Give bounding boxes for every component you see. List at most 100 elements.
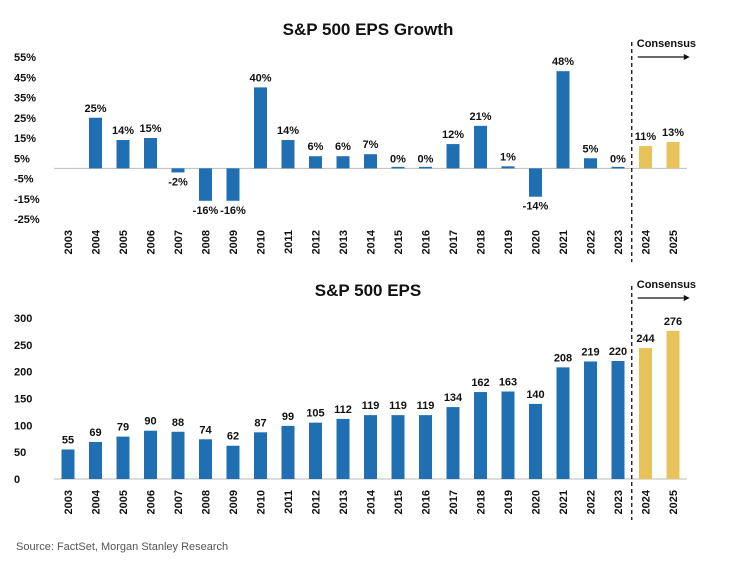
- bar: [391, 166, 405, 169]
- chart-title-growth: S&P 500 EPS Growth: [283, 20, 454, 39]
- data-label: 13%: [662, 127, 684, 139]
- bar: [639, 348, 652, 479]
- data-label: 14%: [277, 125, 299, 137]
- x-tick-label: 2006: [146, 490, 158, 514]
- data-label: 0%: [610, 153, 626, 165]
- x-tick-label: 2008: [201, 230, 213, 254]
- data-label: 11%: [635, 131, 657, 143]
- x-tick-label: 2019: [503, 490, 515, 514]
- data-label: 134: [444, 392, 463, 404]
- data-label: 79: [117, 422, 129, 434]
- bar: [336, 418, 350, 479]
- data-label: 163: [499, 377, 517, 389]
- data-label: -2%: [168, 176, 188, 188]
- consensus-label: Consensus: [637, 38, 696, 50]
- data-label: 0%: [390, 153, 406, 165]
- data-label: 99: [282, 411, 294, 423]
- x-tick-label: 2009: [228, 490, 240, 514]
- x-tick-label: 2022: [586, 490, 598, 514]
- x-tick-label: 2014: [366, 229, 378, 254]
- y-tick-label: 50: [14, 447, 26, 459]
- bar: [171, 168, 185, 173]
- x-tick-label: 2014: [366, 489, 378, 514]
- y-tick-label: 0: [14, 474, 20, 486]
- bar: [474, 392, 487, 479]
- data-label: 105: [306, 408, 324, 420]
- x-tick-label: 2013: [338, 230, 350, 254]
- data-label: 12%: [442, 129, 464, 141]
- bar: [144, 138, 157, 169]
- x-tick-label: 2013: [338, 490, 350, 514]
- bar: [254, 87, 267, 169]
- x-tick-label: 2018: [476, 230, 488, 254]
- bar: [199, 168, 212, 201]
- data-label: 162: [471, 377, 489, 389]
- x-tick-label: 2025: [668, 490, 680, 514]
- x-tick-label: 2021: [558, 230, 570, 254]
- data-label: 69: [89, 427, 101, 439]
- y-tick-label: 5%: [14, 153, 30, 165]
- bar: [419, 415, 432, 479]
- bar: [666, 330, 680, 479]
- y-tick-label: 300: [14, 313, 32, 325]
- bar: [391, 415, 405, 479]
- data-label: 119: [389, 400, 407, 412]
- bar: [61, 449, 75, 479]
- data-label: 90: [144, 416, 156, 428]
- y-tick-label: 45%: [14, 72, 36, 84]
- data-label: 14%: [112, 125, 134, 137]
- data-label: 220: [609, 346, 627, 358]
- x-tick-label: 2003: [63, 230, 75, 254]
- y-tick-label: 150: [14, 394, 32, 406]
- data-label: 40%: [249, 72, 271, 84]
- bar: [336, 156, 350, 169]
- bar: [309, 422, 322, 479]
- data-label: 5%: [583, 143, 599, 155]
- data-label: 219: [581, 346, 599, 358]
- data-label: 15%: [139, 123, 161, 135]
- x-tick-label: 2016: [421, 490, 433, 514]
- data-label: 112: [334, 404, 352, 416]
- x-tick-label: 2015: [393, 230, 405, 254]
- x-tick-label: 2011: [283, 490, 295, 514]
- y-tick-label: -25%: [14, 214, 40, 226]
- consensus-label: Consensus: [637, 279, 696, 291]
- bar: [309, 156, 322, 169]
- bar: [501, 391, 515, 479]
- bar: [529, 403, 542, 479]
- bar: [89, 441, 102, 479]
- data-label: 0%: [418, 153, 434, 165]
- consensus-arrow-head: [683, 295, 690, 301]
- data-label: 6%: [308, 141, 324, 153]
- eps-level-chart: 300 250 200 150 100 50 0 55 2003 69 2004 79 2005 90 20…: [14, 279, 696, 520]
- data-label: 21%: [469, 111, 491, 123]
- data-label: 276: [664, 316, 682, 328]
- x-tick-label: 2007: [173, 490, 185, 514]
- bar: [281, 425, 295, 479]
- bar: [501, 166, 515, 169]
- x-tick-label: 2012: [311, 230, 323, 254]
- x-tick-label: 2008: [201, 490, 213, 514]
- y-tick-label: 200: [14, 367, 32, 379]
- data-label: -16%: [220, 205, 246, 217]
- bar: [226, 168, 240, 201]
- x-tick-label: 2003: [63, 490, 75, 514]
- data-label: 208: [554, 352, 572, 364]
- x-tick-label: 2015: [393, 490, 405, 514]
- bar: [89, 117, 102, 169]
- bar: [639, 146, 652, 169]
- y-tick-label: 15%: [14, 133, 36, 145]
- x-tick-label: 2020: [531, 230, 543, 254]
- bar: [666, 142, 680, 169]
- data-label: 48%: [552, 56, 574, 68]
- x-tick-label: 2024: [641, 489, 653, 514]
- x-tick-label: 2016: [421, 230, 433, 254]
- x-tick-label: 2017: [448, 490, 460, 514]
- y-tick-label: 55%: [14, 52, 36, 64]
- y-tick-label: 35%: [14, 93, 36, 105]
- x-tick-label: 2022: [586, 230, 598, 254]
- bar: [611, 360, 625, 479]
- bar: [116, 140, 130, 169]
- bar: [226, 445, 240, 479]
- bar: [584, 361, 597, 479]
